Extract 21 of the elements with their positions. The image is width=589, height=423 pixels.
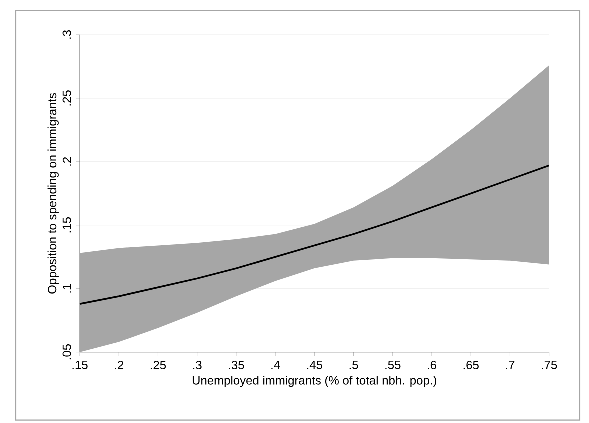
x-tick-label: .3	[193, 361, 202, 370]
y-tick-label: .1	[63, 284, 72, 293]
x-tick-label: .55	[386, 361, 401, 370]
x-tick-label: .6	[428, 361, 436, 370]
y-tick-label: .2	[62, 158, 72, 166]
x-axis-title: Unemployed immigrants (% of total nbh. pop.)	[192, 376, 436, 388]
x-tick-label: .15	[72, 361, 88, 370]
y-axis-title: Opposition to spending on immigrants	[48, 93, 59, 294]
x-tick-label: .45	[307, 361, 322, 370]
x-tick-label: .65	[464, 361, 479, 370]
y-tick-label: .05	[62, 344, 72, 360]
x-tick-label: .2	[115, 361, 124, 370]
y-tick-label: .15	[62, 218, 72, 233]
x-tick-label: .35	[229, 361, 244, 370]
y-tick-label: .3	[62, 30, 72, 39]
y-tick-label: .25	[62, 90, 72, 106]
x-tick-label: .5	[350, 361, 358, 370]
x-tick-label: .25	[150, 361, 166, 370]
x-tick-label: .7	[506, 361, 515, 370]
x-tick-label: .4	[272, 361, 280, 370]
x-tick-label: .75	[542, 361, 558, 370]
